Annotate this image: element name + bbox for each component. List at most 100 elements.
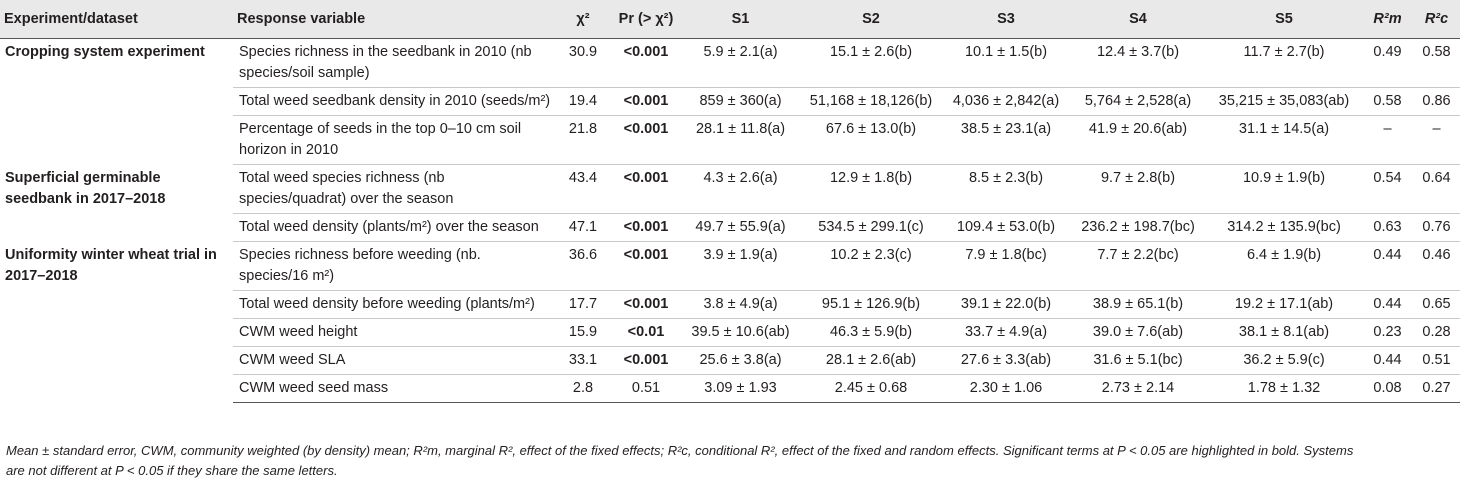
cell-s3: 2.30 ± 1.06: [942, 374, 1070, 403]
cell-chi2: 19.4: [555, 87, 611, 116]
cell-s3: 8.5 ± 2.3(b): [942, 164, 1070, 214]
header-row: Experiment/dataset Response variable χ² …: [0, 0, 1460, 39]
cell-s5: 19.2 ± 17.1(ab): [1206, 290, 1362, 319]
cell-r2c: 0.64: [1413, 164, 1460, 214]
cell-r2c: 0.86: [1413, 87, 1460, 116]
response-variable: Percentage of seeds in the top 0–10 cm s…: [233, 115, 555, 165]
cell-r2c: 0.76: [1413, 213, 1460, 242]
table-row: Uniformity winter wheat trial in 2017–20…: [0, 241, 1460, 291]
table-footnote: Mean ± standard error, CWM, community we…: [6, 441, 1454, 481]
cell-r2c: 0.28: [1413, 318, 1460, 347]
header-s5: S5: [1206, 0, 1362, 39]
cell-s4: 7.7 ± 2.2(bc): [1070, 241, 1206, 291]
table-row: Percentage of seeds in the top 0–10 cm s…: [0, 115, 1460, 165]
cell-s2: 2.45 ± 0.68: [800, 374, 942, 403]
cell-r2c: 0.58: [1413, 38, 1460, 88]
cell-s4: 38.9 ± 65.1(b): [1070, 290, 1206, 319]
cell-r2m: 0.23: [1362, 318, 1413, 347]
cell-s1: 3.09 ± 1.93: [681, 374, 800, 403]
cell-s3: 7.9 ± 1.8(bc): [942, 241, 1070, 291]
header-r2m: R²m: [1362, 0, 1413, 39]
cell-pr: 0.51: [611, 374, 681, 403]
cell-s2: 15.1 ± 2.6(b): [800, 38, 942, 88]
cell-s2: 51,168 ± 18,126(b): [800, 87, 942, 116]
header-s4: S4: [1070, 0, 1206, 39]
table-row: Cropping system experiment Species richne…: [0, 38, 1460, 88]
cell-s4: 31.6 ± 5.1(bc): [1070, 346, 1206, 375]
cell-r2m: –: [1362, 115, 1413, 165]
cell-r2c: 0.51: [1413, 346, 1460, 375]
cell-s5: 11.7 ± 2.7(b): [1206, 38, 1362, 88]
cell-s3: 109.4 ± 53.0(b): [942, 213, 1070, 242]
header-r2c: R²c: [1413, 0, 1460, 39]
cell-s1: 39.5 ± 10.6(ab): [681, 318, 800, 347]
cell-r2c: 0.27: [1413, 374, 1460, 403]
cell-r2m: 0.63: [1362, 213, 1413, 242]
header-chi2: χ²: [555, 0, 611, 39]
cell-s2: 95.1 ± 126.9(b): [800, 290, 942, 319]
cell-s2: 28.1 ± 2.6(ab): [800, 346, 942, 375]
cell-chi2: 33.1: [555, 346, 611, 375]
cell-r2m: 0.54: [1362, 164, 1413, 214]
cell-s1: 3.8 ± 4.9(a): [681, 290, 800, 319]
cell-s2: 46.3 ± 5.9(b): [800, 318, 942, 347]
cell-pr: <0.001: [611, 241, 681, 291]
cell-s3: 33.7 ± 4.9(a): [942, 318, 1070, 347]
cell-s4: 9.7 ± 2.8(b): [1070, 164, 1206, 214]
cell-s3: 39.1 ± 22.0(b): [942, 290, 1070, 319]
response-variable: CWM weed height: [233, 318, 555, 347]
table-row: CWM weed SLA 33.1 <0.001 25.6 ± 3.8(a) 28.1 …: [0, 346, 1460, 375]
cell-pr: <0.01: [611, 318, 681, 347]
header-response: Response variable: [233, 0, 555, 39]
cell-r2m: 0.58: [1362, 87, 1413, 116]
cell-s2: 534.5 ± 299.1(c): [800, 213, 942, 242]
experiment-name: Superficial germinable seedbank in 2017–…: [5, 169, 166, 207]
header-s1: S1: [681, 0, 800, 39]
cell-r2m: 0.08: [1362, 374, 1413, 403]
cell-chi2: 47.1: [555, 213, 611, 242]
cell-chi2: 43.4: [555, 164, 611, 214]
cell-pr: <0.001: [611, 164, 681, 214]
cell-s4: 12.4 ± 3.7(b): [1070, 38, 1206, 88]
cell-s1: 49.7 ± 55.9(a): [681, 213, 800, 242]
cell-r2m: 0.44: [1362, 241, 1413, 291]
response-variable: Species richness in the seedbank in 2010…: [233, 38, 555, 88]
cell-s1: 4.3 ± 2.6(a): [681, 164, 800, 214]
footnote-line-2: are not different at P < 0.05 if they sh…: [6, 463, 338, 478]
cell-r2m: 0.44: [1362, 290, 1413, 319]
cell-s3: 38.5 ± 23.1(a): [942, 115, 1070, 165]
table-row: Total weed seedbank density in 2010 (see…: [0, 87, 1460, 116]
cell-chi2: 2.8: [555, 374, 611, 403]
response-variable: Total weed species richness (nb species/…: [233, 164, 555, 214]
response-variable: Total weed density before weeding (plant…: [233, 290, 555, 319]
cell-s1: 28.1 ± 11.8(a): [681, 115, 800, 165]
cell-s5: 31.1 ± 14.5(a): [1206, 115, 1362, 165]
cell-pr: <0.001: [611, 213, 681, 242]
response-variable: Total weed seedbank density in 2010 (see…: [233, 87, 555, 116]
cell-chi2: 36.6: [555, 241, 611, 291]
footnote-line-1: Mean ± standard error, CWM, community we…: [6, 443, 1354, 458]
cell-s5: 35,215 ± 35,083(ab): [1206, 87, 1362, 116]
cell-chi2: 21.8: [555, 115, 611, 165]
experiment-name: Uniformity winter wheat trial in 2017–20…: [5, 246, 217, 284]
header-pr: Pr (> χ²): [611, 0, 681, 39]
response-variable: Total weed density (plants/m²) over the …: [233, 213, 555, 242]
cell-s1: 859 ± 360(a): [681, 87, 800, 116]
header-experiment: Experiment/dataset: [0, 0, 233, 39]
table-row: Superficial germinable seedbank in 2017–…: [0, 164, 1460, 214]
cell-s3: 10.1 ± 1.5(b): [942, 38, 1070, 88]
table-body: Cropping system experiment Species richne…: [0, 38, 1460, 403]
cell-pr: <0.001: [611, 290, 681, 319]
cell-s5: 38.1 ± 8.1(ab): [1206, 318, 1362, 347]
cell-pr: <0.001: [611, 38, 681, 88]
cell-s4: 41.9 ± 20.6(ab): [1070, 115, 1206, 165]
response-variable: CWM weed SLA: [233, 346, 555, 375]
cell-s2: 67.6 ± 13.0(b): [800, 115, 942, 165]
cell-s5: 314.2 ± 135.9(bc): [1206, 213, 1362, 242]
cell-s4: 236.2 ± 198.7(bc): [1070, 213, 1206, 242]
cell-pr: <0.001: [611, 346, 681, 375]
cell-pr: <0.001: [611, 87, 681, 116]
cell-r2c: 0.65: [1413, 290, 1460, 319]
cell-r2m: 0.49: [1362, 38, 1413, 88]
cell-r2c: –: [1413, 115, 1460, 165]
